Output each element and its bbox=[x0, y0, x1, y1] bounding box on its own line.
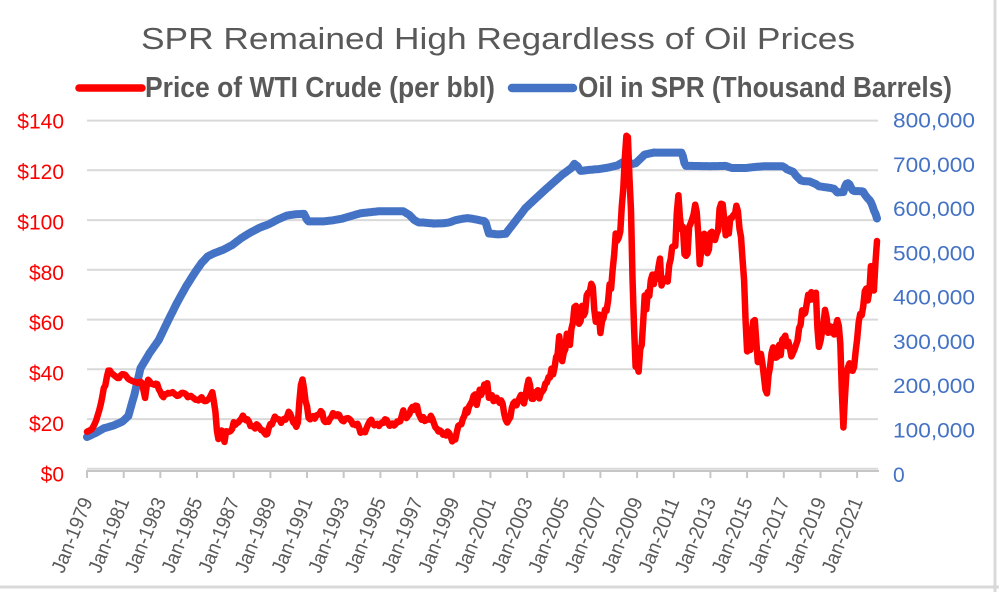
svg-text:Price of WTI Crude (per bbl): Price of WTI Crude (per bbl) bbox=[145, 72, 495, 104]
svg-text:$40: $40 bbox=[29, 363, 64, 386]
svg-text:0: 0 bbox=[893, 464, 905, 487]
svg-text:$120: $120 bbox=[17, 161, 64, 184]
svg-text:$80: $80 bbox=[29, 262, 64, 285]
svg-text:100,000: 100,000 bbox=[893, 420, 975, 443]
svg-text:500,000: 500,000 bbox=[893, 242, 975, 265]
svg-text:800,000: 800,000 bbox=[893, 110, 975, 133]
svg-text:Oil in SPR (Thousand Barrels): Oil in SPR (Thousand Barrels) bbox=[578, 72, 952, 104]
svg-text:SPR Remained High Regardless o: SPR Remained High Regardless of Oil Pric… bbox=[141, 21, 855, 56]
svg-text:$100: $100 bbox=[17, 211, 64, 234]
svg-text:$0: $0 bbox=[41, 464, 64, 487]
svg-text:200,000: 200,000 bbox=[893, 375, 975, 398]
svg-text:700,000: 700,000 bbox=[893, 154, 975, 177]
svg-text:$60: $60 bbox=[29, 312, 64, 335]
svg-text:$140: $140 bbox=[17, 111, 64, 134]
svg-text:400,000: 400,000 bbox=[893, 287, 975, 310]
svg-text:$20: $20 bbox=[29, 413, 64, 436]
svg-text:600,000: 600,000 bbox=[893, 198, 975, 221]
svg-text:300,000: 300,000 bbox=[893, 331, 975, 354]
